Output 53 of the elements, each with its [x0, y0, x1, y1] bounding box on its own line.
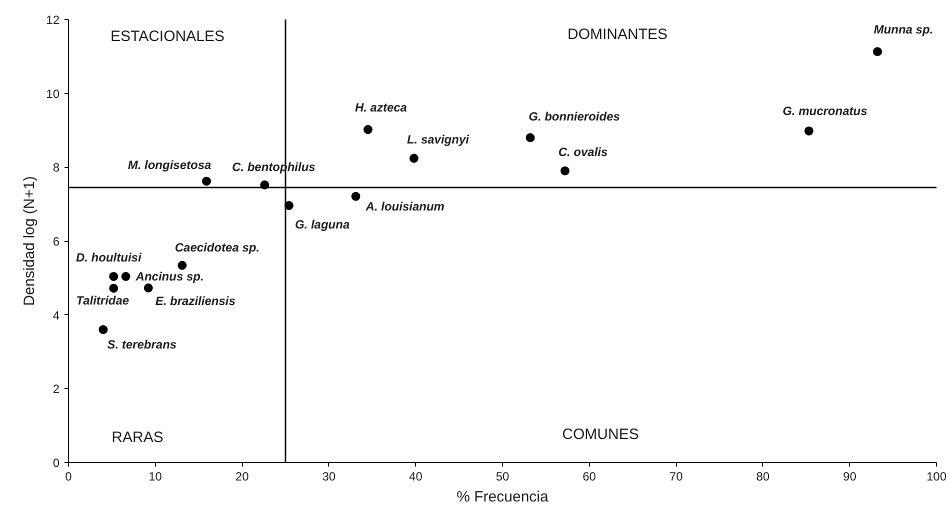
x-tick-label: 10	[148, 470, 162, 484]
point	[144, 283, 153, 292]
data-label: A. louisianum	[364, 199, 445, 214]
data-label: D. houltuisi	[76, 250, 142, 264]
x-tick-label: 70	[669, 470, 684, 484]
y-tick-label: 0	[52, 456, 60, 470]
data-label: Talitridae	[76, 293, 130, 308]
x-tick-label: 100	[926, 470, 947, 484]
point	[409, 154, 418, 163]
point	[560, 166, 570, 176]
data-label: E. braziliensis	[155, 294, 236, 308]
x-tick-label: 80	[756, 470, 770, 484]
y-tick-label: 12	[46, 13, 60, 27]
y-axis-title: Densidad log (N+1)	[21, 176, 38, 306]
data-label: Caecidotea sp.	[174, 240, 260, 254]
annotation: RARAS	[112, 429, 164, 446]
data-label: S. terebrans	[107, 338, 177, 352]
data-label: Ancinus sp.	[134, 269, 204, 284]
data-label: C. ovalis	[558, 144, 608, 159]
data-label: G. laguna	[294, 218, 350, 232]
point	[872, 47, 882, 56]
annotation: ESTACIONALES	[110, 28, 224, 45]
annotation: DOMINANTES	[568, 26, 668, 43]
y-tick-label: 8	[52, 160, 60, 175]
x-tick-label: 30	[322, 470, 336, 484]
x-tick-label: 90	[843, 470, 857, 484]
point	[109, 272, 118, 281]
x-tick-label: 20	[235, 470, 250, 484]
data-label: H. azteca	[354, 100, 408, 115]
point	[121, 272, 130, 281]
point	[178, 260, 187, 270]
data-label: L. savignyi	[406, 132, 470, 146]
x-axis-title: % Frecuencia	[456, 488, 550, 506]
point	[363, 125, 372, 134]
point	[804, 126, 814, 136]
x-tick-label: 40	[409, 470, 423, 484]
data-label: Munna sp.	[874, 22, 934, 37]
point	[109, 284, 118, 293]
x-tick-label: 0	[65, 470, 72, 484]
data-label: M. longisetosa	[128, 158, 212, 172]
y-tick-label: 6	[52, 234, 60, 248]
point	[351, 192, 360, 201]
y-tick-label: 10	[46, 86, 60, 101]
y-tick-label: 2	[52, 382, 60, 396]
point	[98, 325, 108, 334]
data-label: G. mucronatus	[782, 104, 868, 118]
data-label: G. bonnieroides	[528, 110, 620, 124]
x-tick-label: 50	[496, 470, 510, 484]
x-tick-label: 60	[582, 470, 596, 484]
point	[202, 176, 212, 186]
y-tick-label: 4	[52, 308, 60, 322]
annotation: COMUNES	[562, 426, 639, 443]
point	[526, 133, 535, 142]
